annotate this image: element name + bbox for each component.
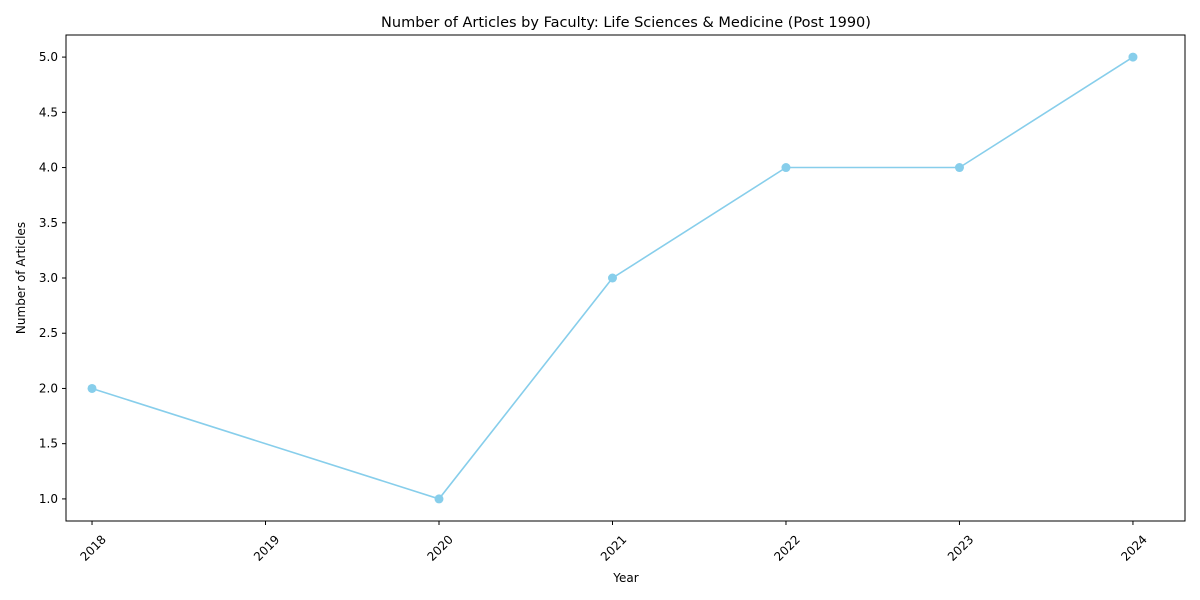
y-tick-label: 3.5 xyxy=(39,216,58,230)
data-point xyxy=(607,273,617,283)
x-tick-label: 2020 xyxy=(424,532,455,563)
plot-area xyxy=(65,34,1186,522)
data-point xyxy=(781,163,791,173)
x-tick-label: 2023 xyxy=(945,532,976,563)
series-markers xyxy=(87,52,1138,504)
y-tick-label: 2.5 xyxy=(39,326,58,340)
x-tick-label: 2021 xyxy=(598,532,629,563)
data-point xyxy=(434,494,444,504)
x-axis: 2018 2019 2020 2021 2022 2023 2024 xyxy=(77,521,1150,564)
y-tick-label: 3.0 xyxy=(39,271,58,285)
data-point xyxy=(1128,52,1138,62)
x-tick-label: 2018 xyxy=(77,532,108,563)
y-axis: 1.0 1.5 2.0 2.5 3.0 3.5 4.0 4.5 5.0 xyxy=(39,50,66,506)
series-line xyxy=(91,56,1134,500)
x-tick-label: 2019 xyxy=(251,532,282,563)
data-point xyxy=(87,383,97,393)
chart-title: Number of Articles by Faculty: Life Scie… xyxy=(381,15,871,31)
y-tick-label: 1.0 xyxy=(39,492,58,506)
y-tick-label: 4.0 xyxy=(39,161,58,175)
y-tick-label: 2.0 xyxy=(39,381,58,395)
x-axis-label: Year xyxy=(612,571,638,585)
y-tick-label: 1.5 xyxy=(39,437,58,451)
data-point xyxy=(954,163,964,173)
y-axis-label: Number of Articles xyxy=(14,222,28,334)
x-tick-label: 2022 xyxy=(771,532,802,563)
y-tick-label: 5.0 xyxy=(39,50,58,64)
x-tick-label: 2024 xyxy=(1118,532,1149,563)
y-tick-label: 4.5 xyxy=(39,105,58,119)
